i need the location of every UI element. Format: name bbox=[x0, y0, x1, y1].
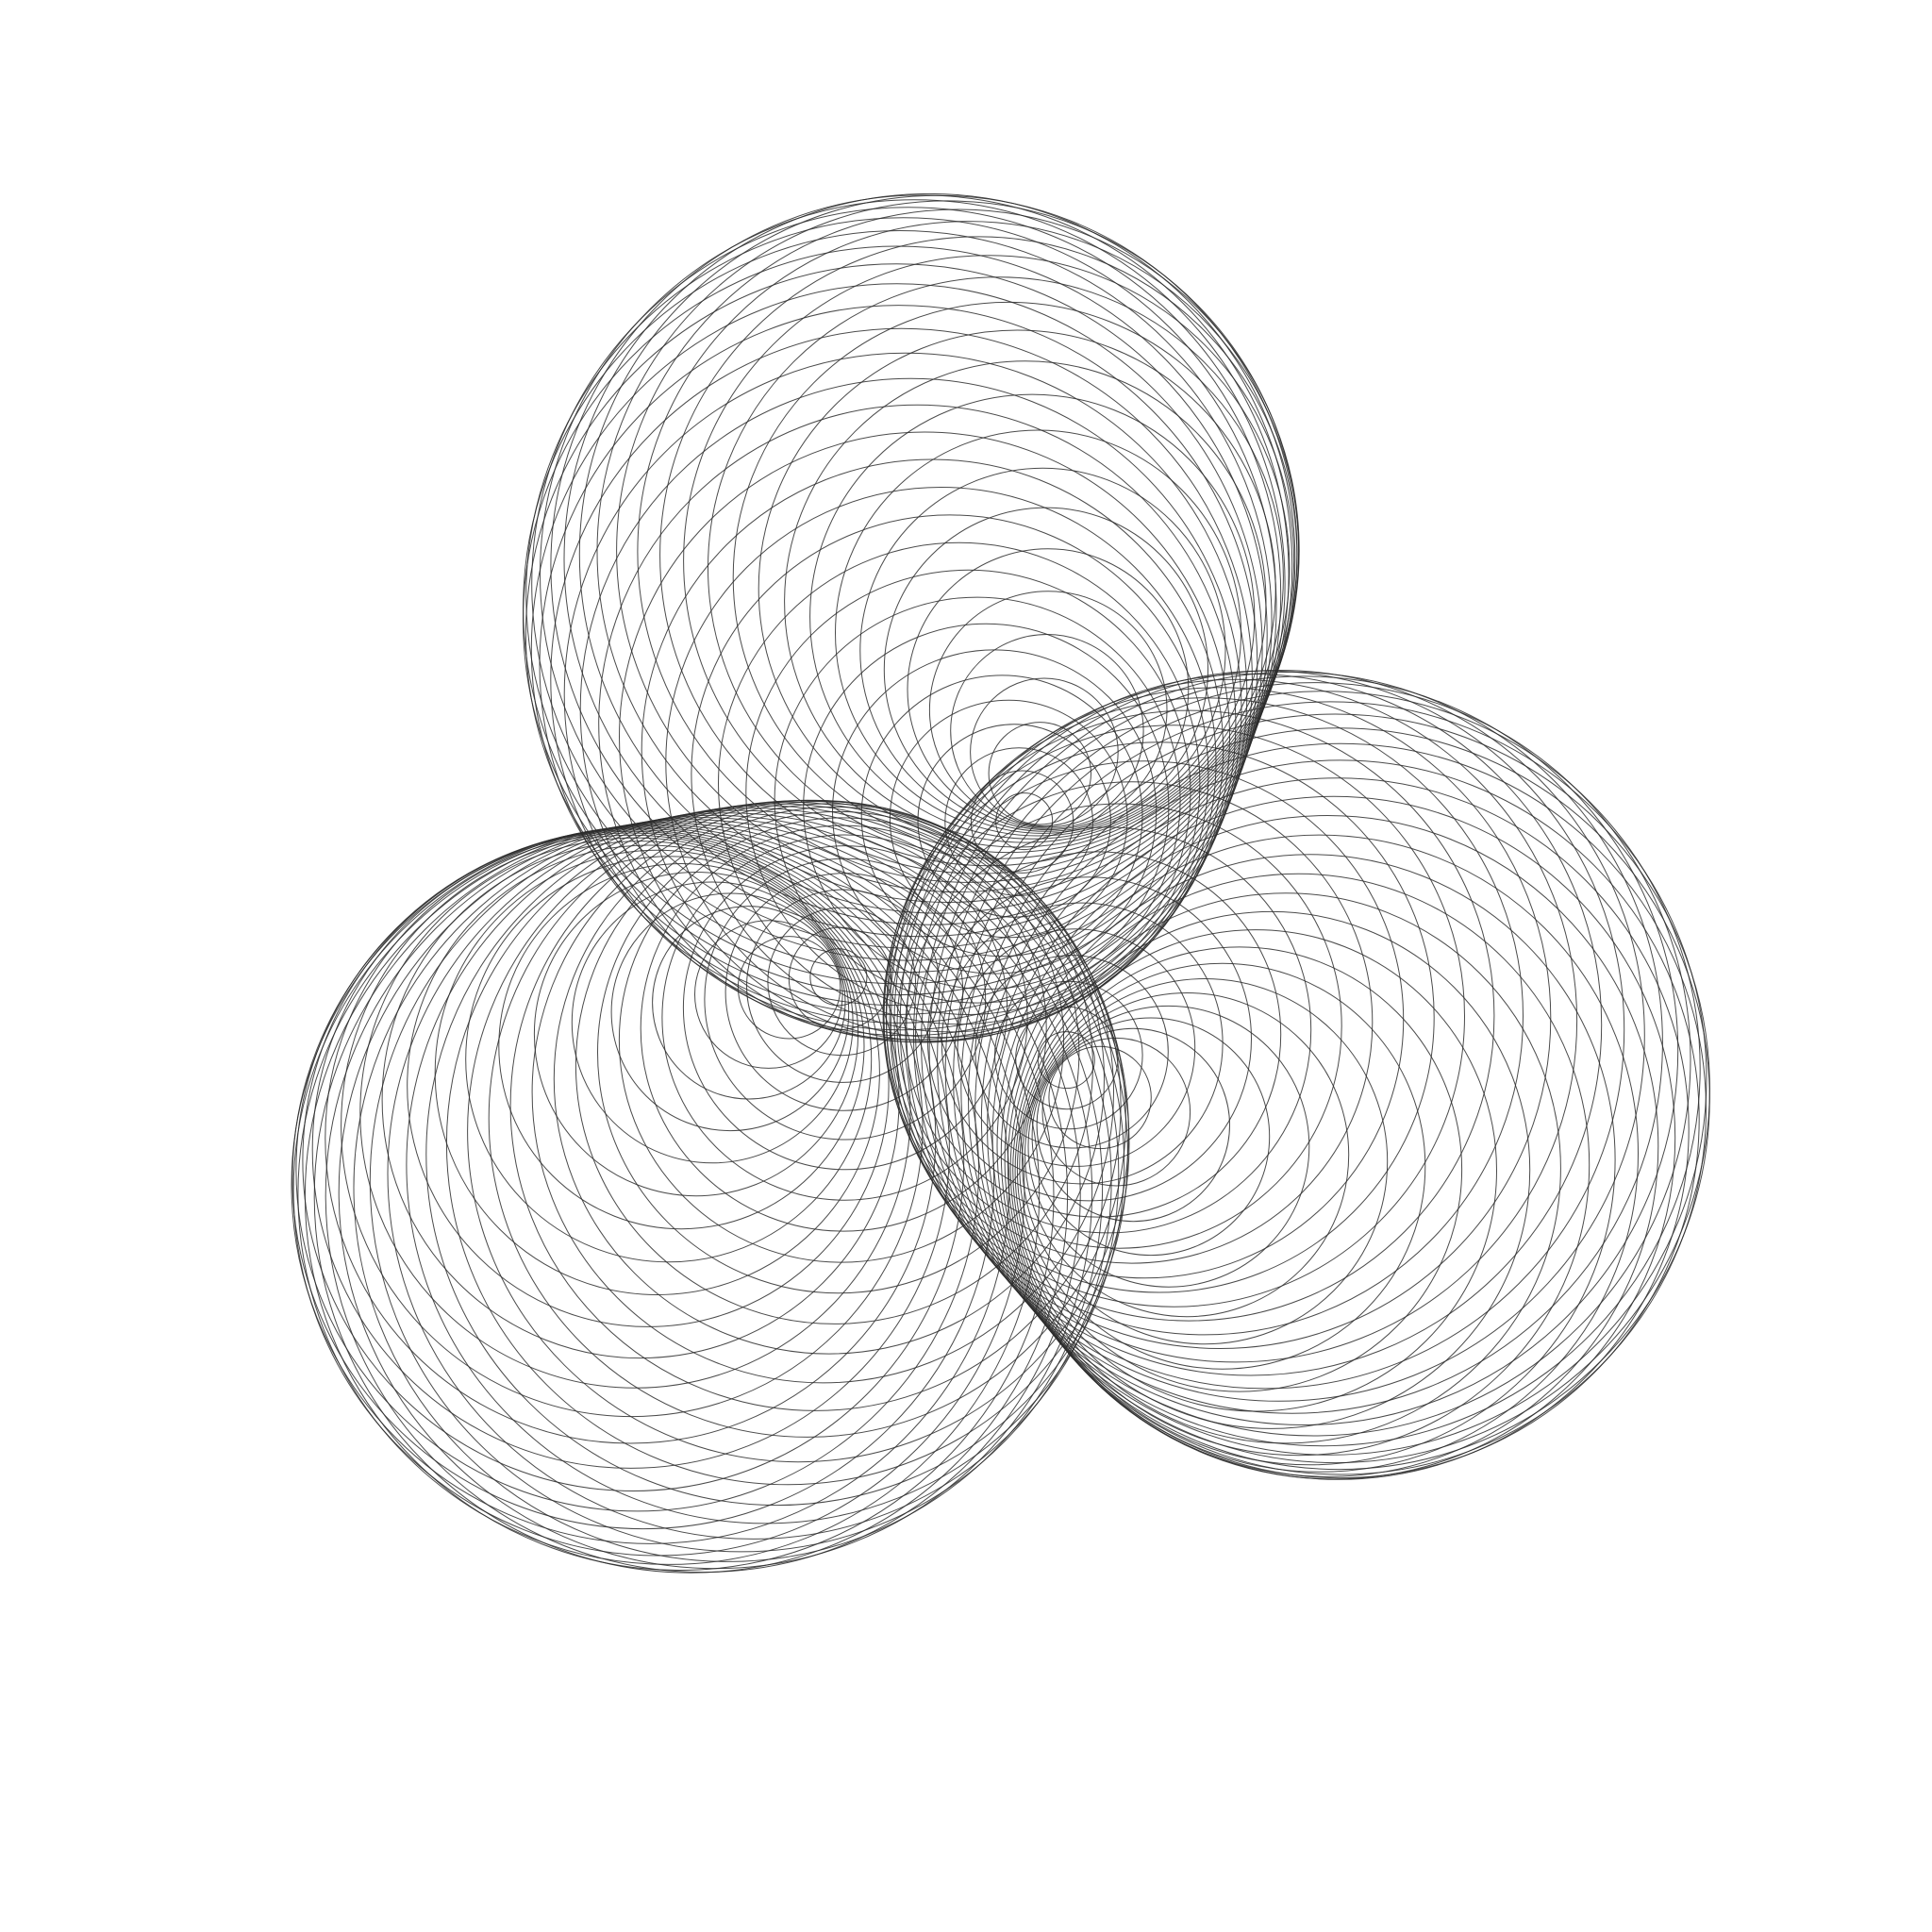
pattern-circle bbox=[598, 811, 1079, 1292]
pattern-circle bbox=[884, 742, 1434, 1292]
pattern-circle bbox=[1049, 1046, 1151, 1148]
pattern-circle bbox=[524, 231, 1276, 984]
pattern-circle bbox=[975, 956, 1168, 1148]
pattern-circle bbox=[860, 468, 1225, 833]
circle-pattern-art bbox=[291, 193, 1709, 1573]
pattern-circle bbox=[611, 893, 849, 1131]
pattern-circle bbox=[312, 831, 949, 1468]
pattern-circle bbox=[599, 405, 1236, 1041]
pattern-circle bbox=[407, 806, 1124, 1524]
pattern-circle bbox=[691, 515, 1208, 1032]
pattern-circle bbox=[660, 237, 1297, 874]
pattern-circle bbox=[1010, 893, 1560, 1443]
pattern-circle bbox=[785, 361, 1266, 842]
pattern-circle bbox=[617, 209, 1300, 892]
pattern-circle bbox=[360, 838, 910, 1388]
pattern-circle bbox=[810, 394, 1255, 839]
pattern-circle bbox=[929, 591, 1167, 829]
pattern-circle bbox=[296, 828, 979, 1511]
pattern-circle bbox=[339, 815, 1091, 1568]
pattern-circle bbox=[325, 833, 936, 1443]
pattern-circle bbox=[531, 284, 1262, 1015]
pattern-circle bbox=[1015, 930, 1496, 1411]
pattern-circle bbox=[341, 835, 923, 1416]
pattern-circle bbox=[524, 246, 1273, 995]
